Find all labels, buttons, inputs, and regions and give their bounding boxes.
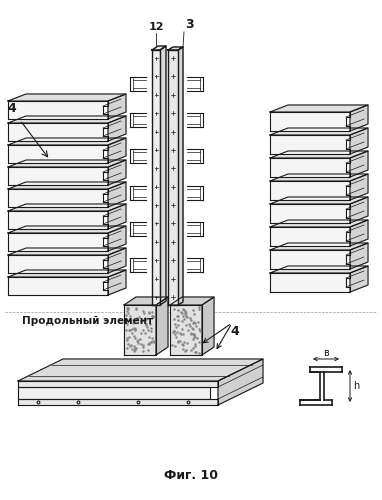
Polygon shape xyxy=(108,248,126,273)
Polygon shape xyxy=(8,160,126,167)
Polygon shape xyxy=(8,248,126,255)
Polygon shape xyxy=(270,250,350,269)
Polygon shape xyxy=(8,167,108,185)
Polygon shape xyxy=(108,226,126,251)
Text: в: в xyxy=(323,348,329,358)
Polygon shape xyxy=(350,174,368,200)
Polygon shape xyxy=(270,266,368,273)
Polygon shape xyxy=(270,112,350,131)
Polygon shape xyxy=(270,181,350,200)
Polygon shape xyxy=(270,174,368,181)
Polygon shape xyxy=(178,47,183,305)
Polygon shape xyxy=(202,297,214,355)
Polygon shape xyxy=(124,305,156,355)
Polygon shape xyxy=(8,116,126,123)
Text: 3: 3 xyxy=(185,18,194,31)
Polygon shape xyxy=(108,270,126,295)
Polygon shape xyxy=(350,105,368,131)
Text: Фиг. 10: Фиг. 10 xyxy=(164,469,218,482)
Polygon shape xyxy=(270,197,368,204)
Text: 4: 4 xyxy=(8,102,16,115)
Polygon shape xyxy=(108,204,126,229)
Polygon shape xyxy=(350,151,368,177)
Polygon shape xyxy=(350,266,368,292)
Polygon shape xyxy=(350,220,368,246)
Polygon shape xyxy=(8,233,108,251)
Polygon shape xyxy=(8,123,108,141)
Polygon shape xyxy=(8,138,126,145)
Polygon shape xyxy=(108,94,126,119)
Polygon shape xyxy=(270,243,368,250)
Polygon shape xyxy=(108,160,126,185)
Polygon shape xyxy=(8,270,126,277)
Polygon shape xyxy=(350,128,368,154)
Text: Продольный элемент: Продольный элемент xyxy=(23,316,154,326)
Text: 12: 12 xyxy=(148,22,164,32)
Polygon shape xyxy=(270,151,368,158)
Polygon shape xyxy=(350,243,368,269)
Polygon shape xyxy=(8,94,126,101)
Polygon shape xyxy=(160,46,166,305)
Polygon shape xyxy=(8,145,108,163)
Text: h: h xyxy=(353,381,359,391)
Polygon shape xyxy=(8,189,108,207)
Polygon shape xyxy=(8,204,126,211)
Polygon shape xyxy=(170,297,214,305)
Polygon shape xyxy=(168,47,183,50)
Polygon shape xyxy=(170,305,202,355)
Polygon shape xyxy=(270,204,350,223)
Polygon shape xyxy=(108,182,126,207)
Polygon shape xyxy=(270,128,368,135)
Polygon shape xyxy=(18,399,218,405)
Polygon shape xyxy=(270,220,368,227)
Polygon shape xyxy=(270,273,350,292)
Polygon shape xyxy=(350,197,368,223)
Polygon shape xyxy=(8,255,108,273)
Polygon shape xyxy=(270,227,350,246)
Polygon shape xyxy=(8,226,126,233)
Polygon shape xyxy=(18,359,263,381)
Polygon shape xyxy=(270,158,350,177)
Polygon shape xyxy=(108,116,126,141)
Polygon shape xyxy=(152,46,166,50)
Polygon shape xyxy=(8,182,126,189)
Polygon shape xyxy=(156,297,168,355)
Polygon shape xyxy=(218,359,263,405)
Polygon shape xyxy=(8,211,108,229)
Polygon shape xyxy=(168,50,178,305)
Text: 4: 4 xyxy=(231,325,240,338)
Polygon shape xyxy=(124,297,168,305)
Polygon shape xyxy=(18,387,210,399)
Polygon shape xyxy=(270,135,350,154)
Polygon shape xyxy=(270,105,368,112)
Polygon shape xyxy=(108,138,126,163)
Polygon shape xyxy=(8,277,108,295)
Polygon shape xyxy=(18,381,218,387)
Polygon shape xyxy=(152,50,160,305)
Polygon shape xyxy=(8,101,108,119)
